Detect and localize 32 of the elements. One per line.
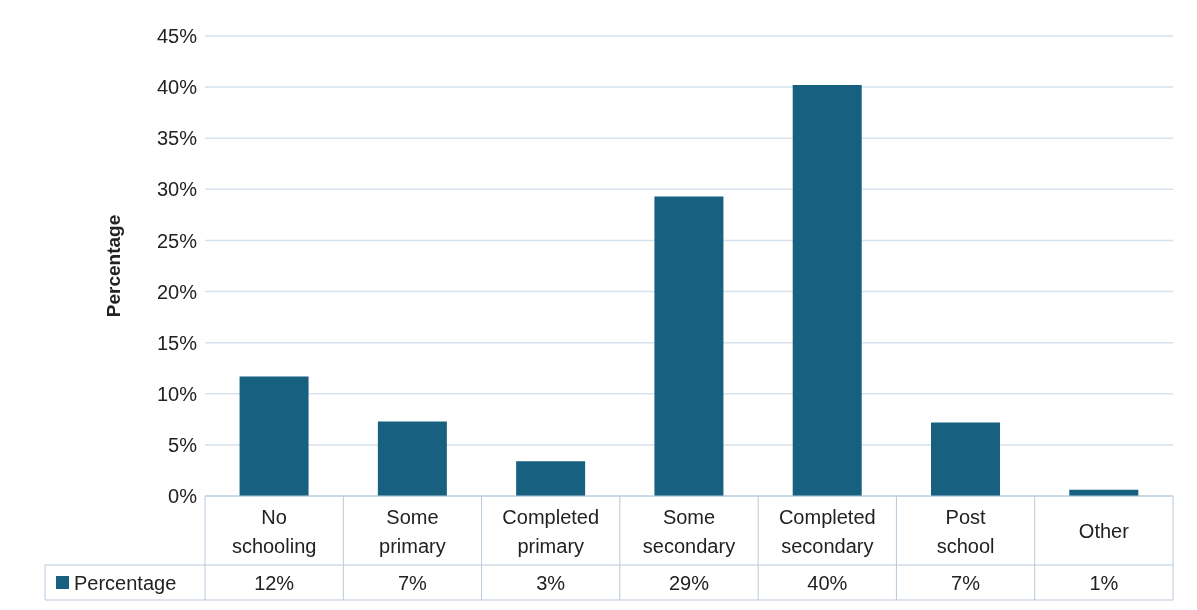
bar: [239, 376, 309, 496]
y-tick-label: 40%: [156, 76, 198, 99]
y-tick-label: 20%: [156, 280, 198, 303]
x-tick-label: Some primary: [379, 505, 446, 557]
data-label: 7%: [397, 572, 428, 594]
x-tick-label: Completed secondary: [778, 505, 876, 557]
data-label: 3%: [536, 572, 566, 594]
x-tick-label: Post school: [936, 505, 995, 557]
x-tick-label: Other: [1078, 520, 1130, 542]
y-tick-label: 0%: [168, 485, 198, 508]
x-tick-label: Some secondary: [642, 505, 736, 557]
bar: [516, 461, 586, 496]
y-tick-label: 30%: [156, 178, 198, 201]
y-tick-label: 25%: [156, 229, 198, 252]
y-tick-label: 10%: [156, 382, 198, 405]
y-tick-label: 5%: [168, 433, 198, 456]
y-tick-label: 35%: [156, 127, 198, 150]
y-tick-label: 45%: [156, 25, 198, 48]
data-label: 1%: [1089, 572, 1119, 594]
legend-label: Percentage: [74, 572, 177, 594]
bar: [792, 85, 862, 496]
data-label: 29%: [668, 572, 710, 594]
bar: [931, 422, 1000, 496]
x-tick-label: No schooling: [231, 505, 317, 557]
data-label: 40%: [807, 572, 848, 594]
data-label: 7%: [951, 572, 981, 594]
y-axis-title: Percentage: [102, 214, 124, 318]
bar: [654, 196, 724, 496]
bar: [377, 421, 447, 496]
y-tick-label: 15%: [156, 331, 198, 354]
data-label: 12%: [254, 572, 295, 594]
x-tick-label: Completed primary: [502, 505, 600, 557]
